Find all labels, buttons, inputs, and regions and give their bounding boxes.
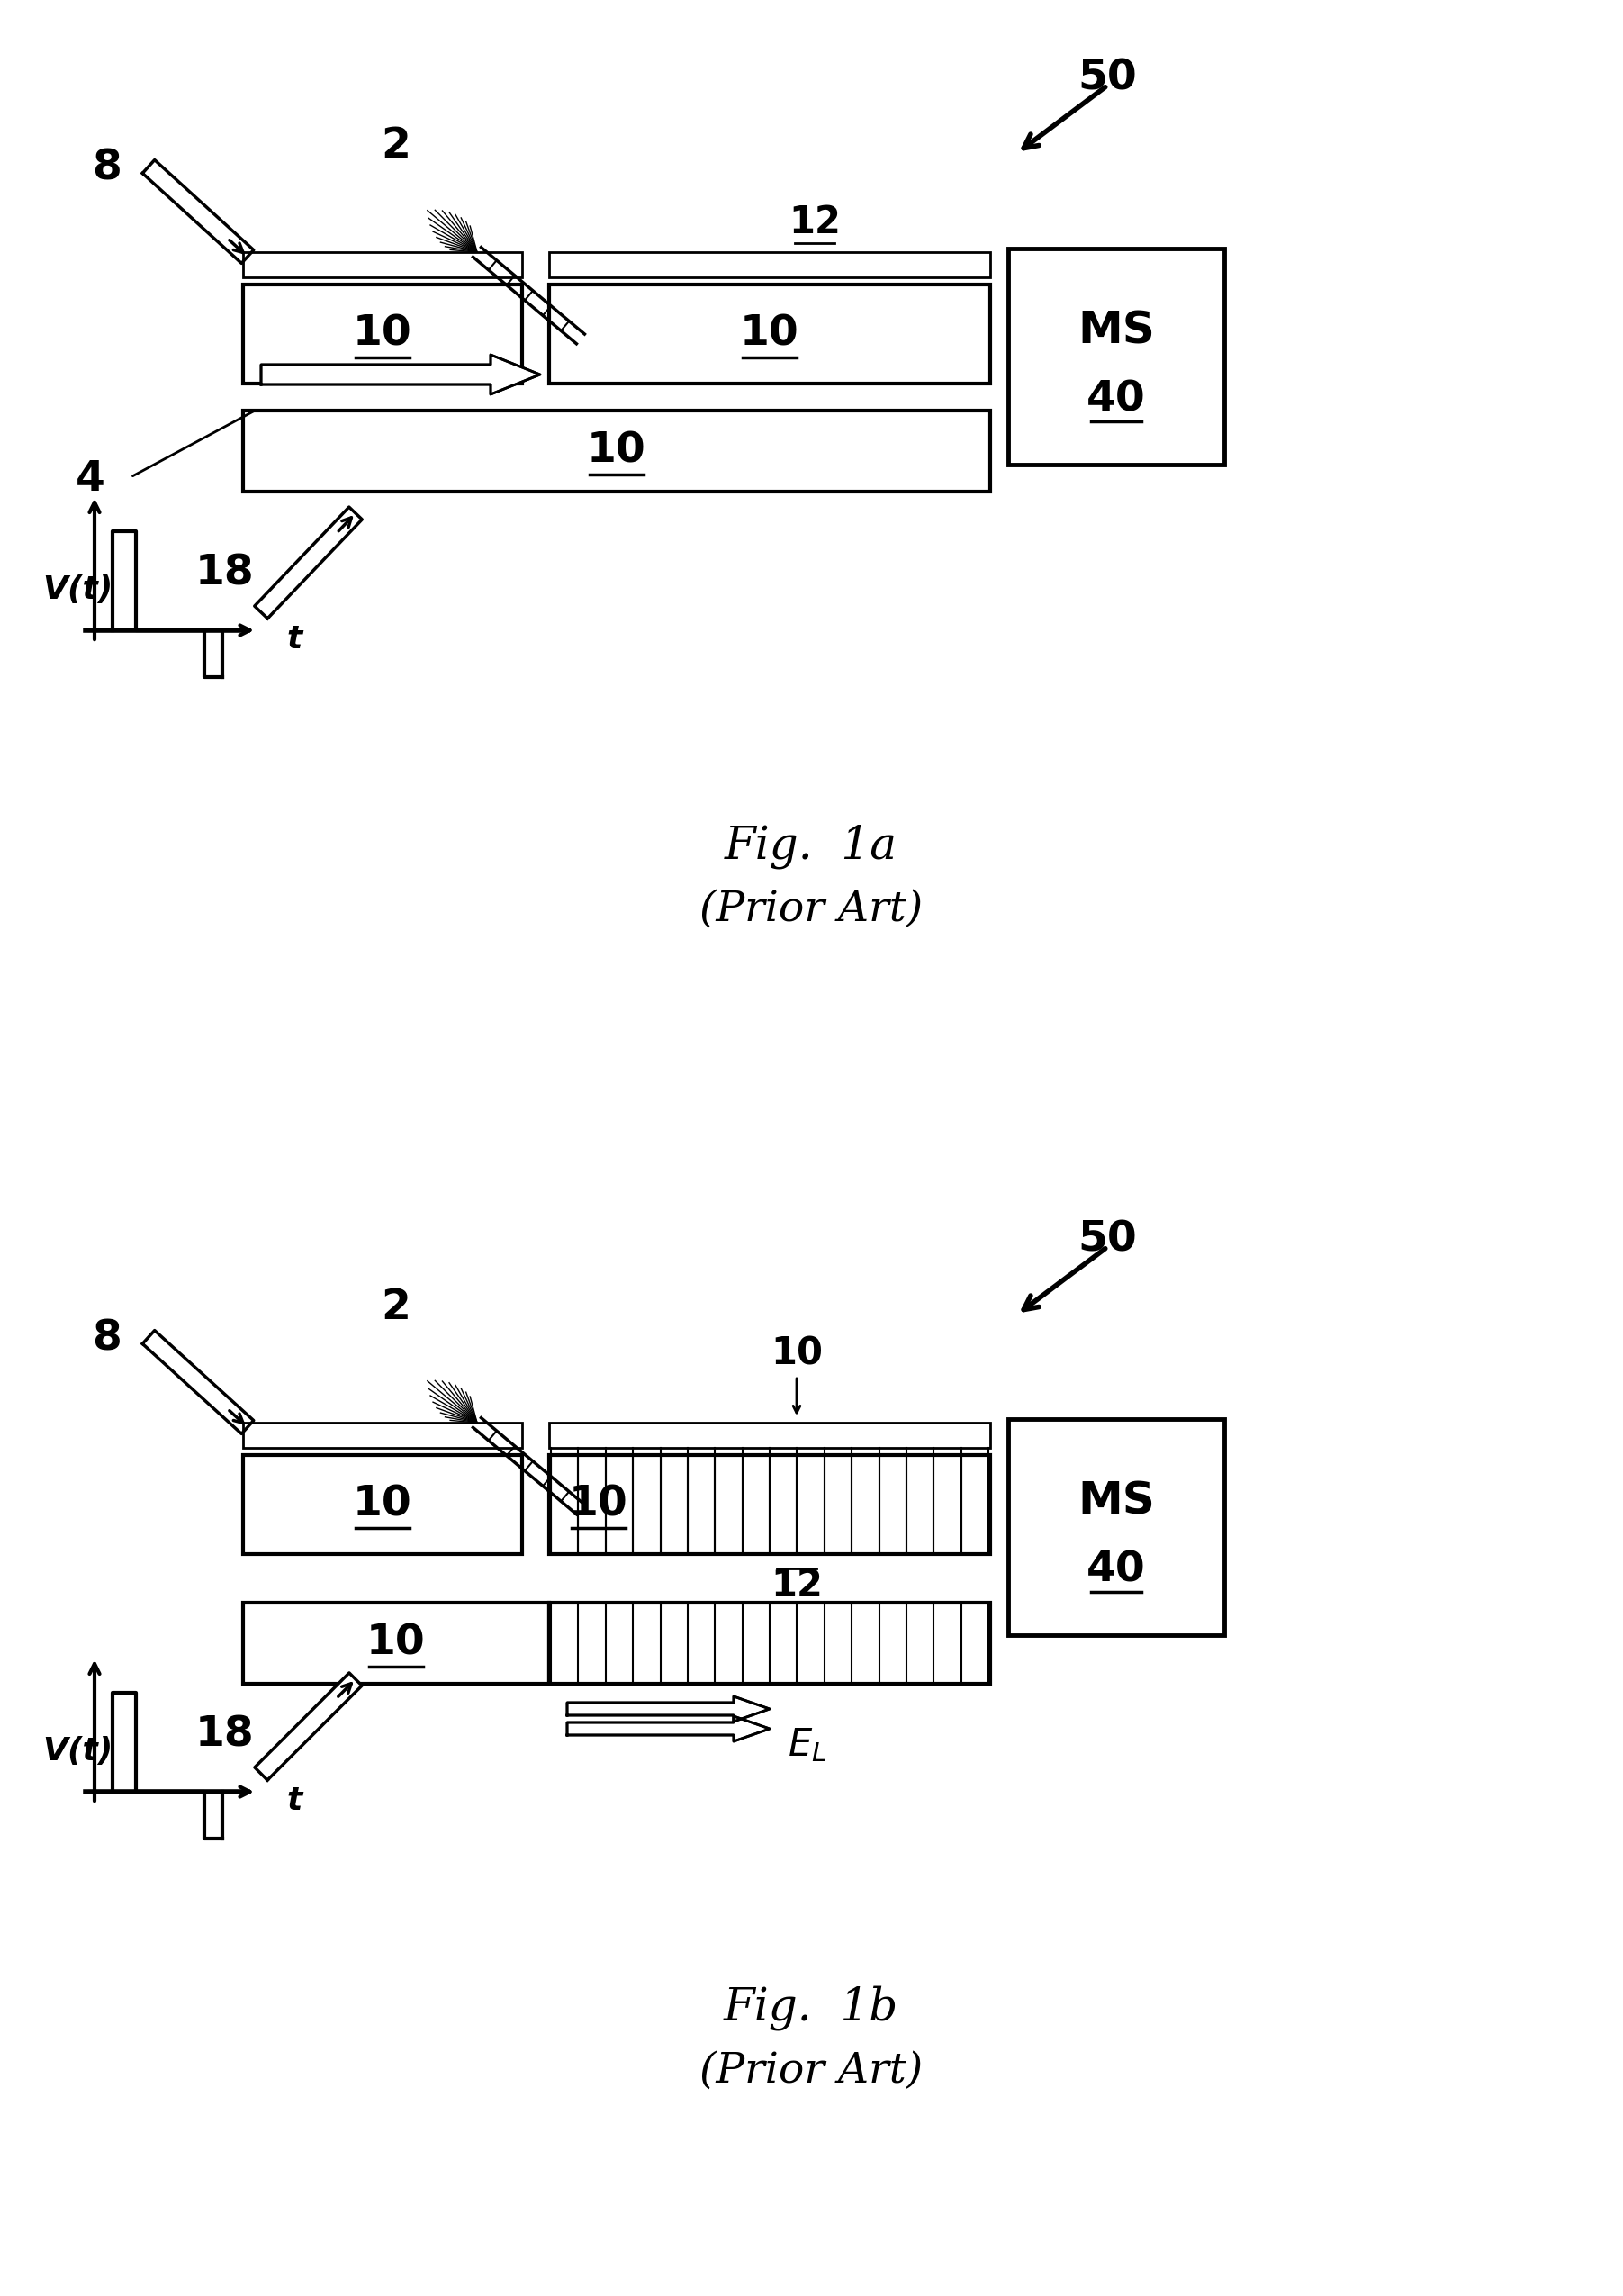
Text: 50: 50	[1078, 57, 1136, 99]
Text: 10: 10	[352, 1483, 412, 1525]
Bar	[549, 285, 990, 383]
Text: V(t): V(t)	[42, 574, 112, 606]
Text: MS: MS	[1078, 1479, 1156, 1522]
Text: Fig.  1a: Fig. 1a	[724, 824, 898, 868]
Text: 40: 40	[1087, 1550, 1146, 1591]
Bar	[1008, 248, 1224, 464]
Bar	[549, 1456, 990, 1554]
Bar	[243, 1603, 549, 1683]
Text: 12: 12	[789, 204, 841, 241]
Text: (Prior Art): (Prior Art)	[700, 889, 923, 930]
Text: 10: 10	[771, 1336, 823, 1373]
Text: 10: 10	[740, 315, 799, 354]
Polygon shape	[255, 1674, 362, 1779]
Text: 10: 10	[352, 315, 412, 354]
Bar	[243, 285, 523, 383]
Text: 12: 12	[771, 1566, 823, 1605]
Text: Fig.  1b: Fig. 1b	[724, 1986, 899, 2030]
Polygon shape	[566, 1697, 769, 1722]
Text: 40: 40	[1087, 379, 1146, 420]
Bar	[243, 411, 990, 491]
Text: t: t	[286, 625, 302, 654]
Text: 50: 50	[1078, 1219, 1136, 1261]
Bar	[243, 1424, 523, 1449]
Polygon shape	[566, 1715, 769, 1740]
Polygon shape	[261, 356, 540, 395]
Bar	[549, 253, 990, 278]
Text: 10: 10	[570, 1483, 628, 1525]
Bar	[549, 1603, 990, 1683]
Text: 2: 2	[381, 1288, 411, 1327]
Polygon shape	[143, 1329, 253, 1433]
Text: 10: 10	[588, 432, 646, 471]
Text: 4: 4	[75, 459, 105, 501]
Bar	[549, 1424, 990, 1449]
Text: V(t): V(t)	[42, 1736, 112, 1766]
Polygon shape	[255, 507, 362, 618]
Bar	[243, 1456, 523, 1554]
Text: (Prior Art): (Prior Art)	[700, 2050, 923, 2092]
Text: 18: 18	[195, 553, 255, 595]
Text: $E_L$: $E_L$	[787, 1727, 826, 1763]
Text: t: t	[286, 1786, 302, 1816]
Text: 10: 10	[367, 1623, 425, 1665]
Text: 8: 8	[93, 1320, 122, 1359]
Text: 8: 8	[93, 149, 122, 188]
Bar	[1008, 1419, 1224, 1635]
Polygon shape	[143, 161, 253, 264]
Text: 18: 18	[195, 1715, 255, 1756]
Bar	[243, 253, 523, 278]
Text: 2: 2	[381, 126, 411, 168]
Text: MS: MS	[1078, 310, 1156, 351]
